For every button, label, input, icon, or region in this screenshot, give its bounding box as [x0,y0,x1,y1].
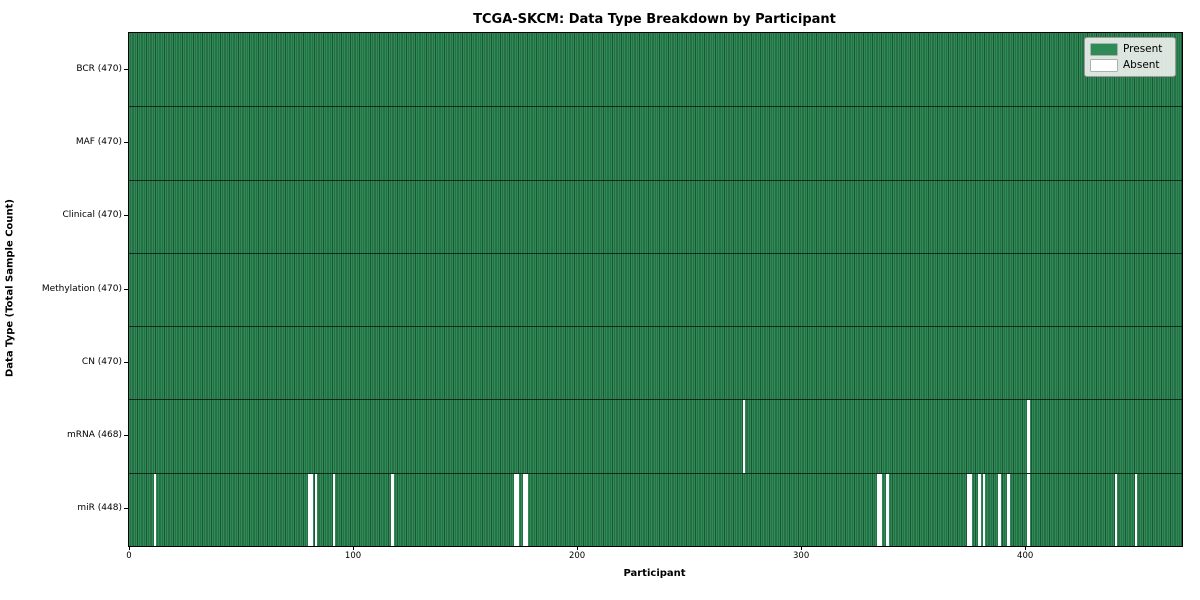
legend-label: Present [1123,43,1163,55]
absent-bar [982,473,986,546]
absent-bar [308,473,311,546]
legend: Present Absent [1084,37,1176,77]
absent-bar [1114,473,1118,546]
row-separator [129,252,1182,254]
y-tick-mark [124,141,128,143]
x-tick-mark [801,546,803,550]
absent-bar [516,473,520,546]
chart-title: TCGA-SKCM: Data Type Breakdown by Partic… [473,12,836,27]
x-tick-label: 200 [568,551,586,561]
absent-bar [966,473,970,546]
y-tick-mark [124,215,128,217]
absent-bar [1134,473,1138,546]
y-tick-mark [124,508,128,510]
row-separator [129,106,1182,108]
absent-bar [1027,400,1030,473]
x-tick-label: 0 [126,551,132,561]
absent-bar [514,473,517,546]
y-tick-label: miR (448) [77,503,122,514]
legend-label: Absent [1123,59,1160,71]
absent-bar [332,473,336,546]
y-tick-label: MAF (470) [75,136,122,147]
absent-bar [391,473,394,546]
legend-swatch [1091,59,1117,71]
absent-bar [978,473,981,546]
x-tick-label: 400 [1017,551,1034,561]
y-tick-mark [124,361,128,363]
y-tick-mark [124,68,128,70]
y-tick-label: CN (470) [81,356,122,367]
x-tick-mark [353,546,355,550]
y-tick-label: BCR (470) [76,63,122,74]
legend-item: Present [1091,43,1168,55]
absent-bar [310,473,313,546]
x-tick-label: 100 [344,551,362,561]
y-tick-label: Methylation (470) [41,283,122,294]
absent-bar [998,473,1001,546]
absent-bar [879,473,882,546]
absent-bar [525,473,528,546]
y-tick-label: Clinical (470) [62,210,122,221]
row-separator [129,326,1182,328]
x-tick-mark [129,546,130,550]
row-separator [129,179,1182,181]
x-tick-label: 300 [793,551,810,561]
y-tick-mark [124,435,128,437]
x-tick-mark [1025,546,1027,550]
absent-bar [523,473,526,546]
legend-item: Absent [1091,59,1168,71]
legend-swatch [1091,43,1117,55]
absent-bar [1007,473,1010,546]
absent-bar [314,473,318,546]
absent-bar [877,473,880,546]
absent-bar [1027,473,1030,546]
plot-area [128,32,1183,547]
y-tick-mark [124,288,128,290]
absent-bar [886,473,889,546]
absent-bar [742,400,746,473]
x-tick-mark [577,546,579,550]
row-separator [129,472,1182,474]
absent-bar [153,473,157,546]
absent-bar [969,473,972,546]
y-tick-label: mRNA (468) [67,430,122,441]
row-separator [129,399,1182,401]
x-axis-label: Participant [623,568,686,579]
